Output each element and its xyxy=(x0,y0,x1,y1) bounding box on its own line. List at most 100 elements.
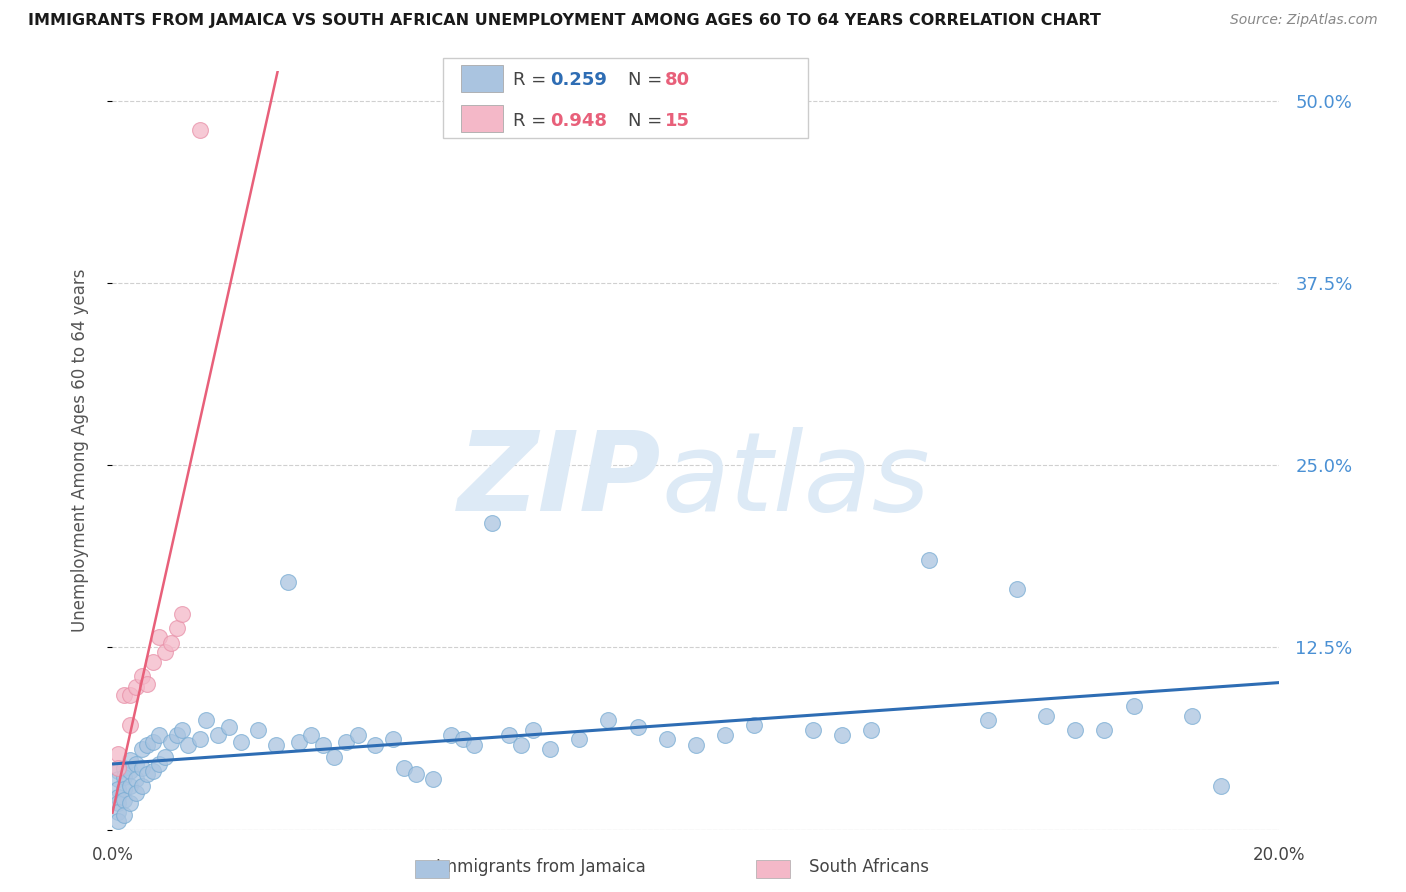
Point xyxy=(364,738,387,752)
Point xyxy=(153,749,176,764)
Point xyxy=(112,808,135,822)
Point xyxy=(160,735,183,749)
Point xyxy=(118,764,141,779)
Point xyxy=(125,680,148,694)
Text: 15: 15 xyxy=(665,112,690,129)
Text: Source: ZipAtlas.com: Source: ZipAtlas.com xyxy=(1230,13,1378,28)
Point xyxy=(288,735,311,749)
Point xyxy=(801,723,824,738)
Point xyxy=(166,728,188,742)
Text: 80: 80 xyxy=(665,71,690,89)
Point xyxy=(148,728,170,742)
Point xyxy=(188,122,211,136)
Text: ZIP: ZIP xyxy=(457,427,661,534)
Point xyxy=(264,738,287,752)
Point xyxy=(335,735,357,749)
Point xyxy=(323,749,346,764)
Text: IMMIGRANTS FROM JAMAICA VS SOUTH AFRICAN UNEMPLOYMENT AMONG AGES 60 TO 64 YEARS : IMMIGRANTS FROM JAMAICA VS SOUTH AFRICAN… xyxy=(28,13,1101,29)
Point xyxy=(1064,723,1087,738)
Text: R =: R = xyxy=(513,112,553,129)
Y-axis label: Unemployment Among Ages 60 to 64 years: Unemployment Among Ages 60 to 64 years xyxy=(70,268,89,632)
Text: N =: N = xyxy=(628,71,668,89)
Point xyxy=(194,713,217,727)
Point xyxy=(568,732,591,747)
Point xyxy=(299,728,322,742)
Point xyxy=(107,790,129,805)
Point xyxy=(276,574,298,589)
Point xyxy=(160,636,183,650)
Point xyxy=(142,764,165,779)
Point xyxy=(463,738,485,752)
Text: R =: R = xyxy=(513,71,553,89)
Point xyxy=(118,717,141,731)
Point xyxy=(405,767,427,781)
Point xyxy=(112,781,135,796)
Point xyxy=(112,793,135,807)
Point xyxy=(131,669,153,683)
Point xyxy=(481,516,503,531)
Text: South Africans: South Africans xyxy=(808,858,929,876)
Point xyxy=(440,728,463,742)
Point xyxy=(1005,582,1028,596)
Point xyxy=(394,761,416,775)
Point xyxy=(125,786,148,800)
Point xyxy=(346,728,368,742)
Point xyxy=(136,767,159,781)
Point xyxy=(538,742,561,756)
Point xyxy=(136,738,159,752)
Point xyxy=(172,607,194,621)
Point xyxy=(118,689,141,703)
Point xyxy=(498,728,520,742)
Point xyxy=(311,738,333,752)
Text: 0.259: 0.259 xyxy=(550,71,606,89)
Point xyxy=(188,732,211,747)
Point xyxy=(107,764,129,779)
Point xyxy=(112,770,135,784)
Point xyxy=(451,732,474,747)
Point xyxy=(136,677,159,691)
Point xyxy=(172,723,194,738)
Point xyxy=(685,738,707,752)
Point xyxy=(112,761,135,775)
Point xyxy=(112,689,135,703)
Point xyxy=(118,779,141,793)
Point xyxy=(131,742,153,756)
Point xyxy=(1181,708,1204,723)
Point xyxy=(125,756,148,771)
Point xyxy=(125,772,148,786)
Point xyxy=(148,630,170,644)
Text: Immigrants from Jamaica: Immigrants from Jamaica xyxy=(436,858,647,876)
Point xyxy=(1209,779,1232,793)
Point xyxy=(1035,708,1057,723)
Point xyxy=(742,717,765,731)
Point xyxy=(153,645,176,659)
Point xyxy=(107,805,129,819)
Point xyxy=(627,721,650,735)
Point xyxy=(107,814,129,828)
Point xyxy=(655,732,678,747)
Point xyxy=(422,772,444,786)
Point xyxy=(976,713,998,727)
Point xyxy=(831,728,853,742)
Point xyxy=(166,621,188,635)
Point xyxy=(142,735,165,749)
Point xyxy=(142,655,165,669)
Point xyxy=(509,738,531,752)
Point xyxy=(107,747,129,761)
Point xyxy=(118,797,141,811)
Point xyxy=(229,735,252,749)
Point xyxy=(218,721,240,735)
Point xyxy=(131,761,153,775)
Point xyxy=(381,732,404,747)
Point xyxy=(118,753,141,767)
Point xyxy=(598,713,620,727)
Point xyxy=(107,797,129,811)
Point xyxy=(714,728,737,742)
Text: N =: N = xyxy=(628,112,668,129)
Point xyxy=(131,779,153,793)
Text: 0.948: 0.948 xyxy=(550,112,607,129)
Point xyxy=(860,723,883,738)
Point xyxy=(918,553,941,567)
Point xyxy=(247,723,270,738)
Point xyxy=(107,781,129,796)
